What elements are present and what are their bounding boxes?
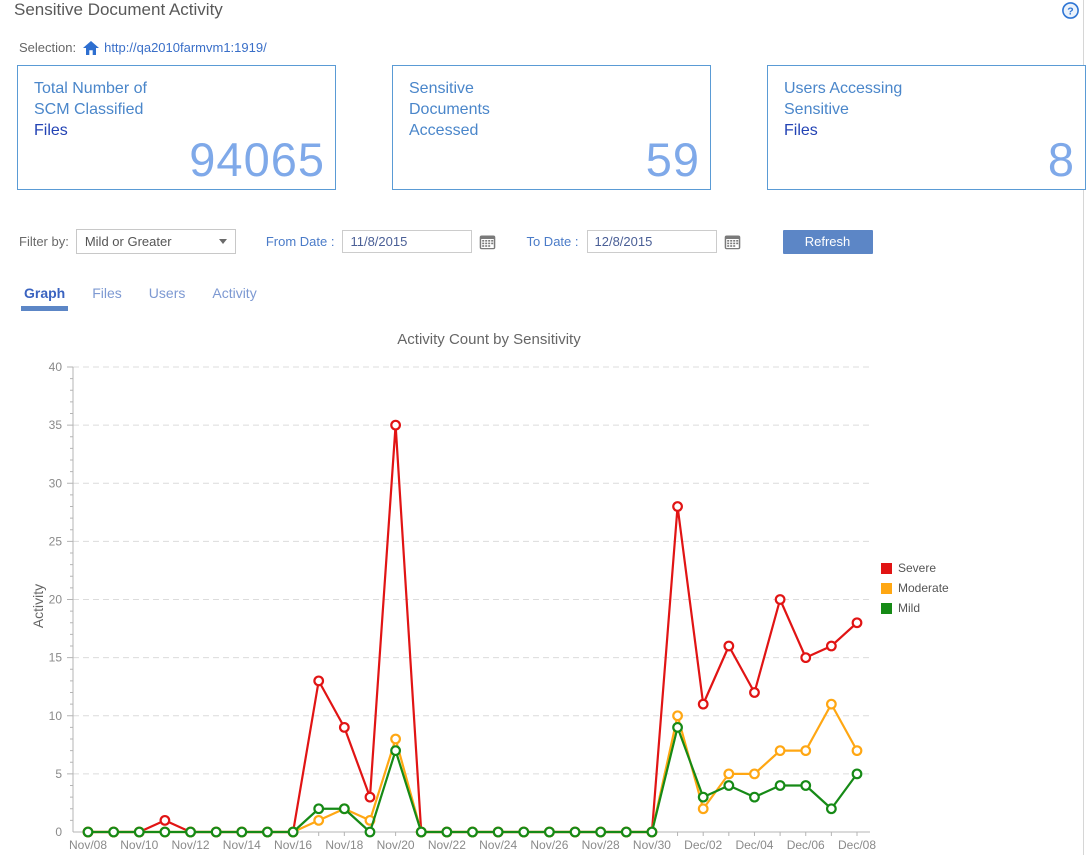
svg-text:Nov/30: Nov/30	[633, 838, 671, 852]
legend-item-moderate: Moderate	[881, 581, 949, 595]
tab-activity[interactable]: Activity	[212, 285, 257, 301]
svg-text:20: 20	[49, 593, 63, 607]
svg-text:15: 15	[49, 651, 63, 665]
filter-by-label: Filter by:	[19, 234, 69, 249]
svg-text:5: 5	[55, 767, 62, 781]
card-total-scm-classified-files: Total Number of SCM Classified Files 940…	[17, 65, 336, 190]
svg-text:Nov/14: Nov/14	[223, 838, 261, 852]
card-sensitive-documents-accessed: Sensitive Documents Accessed 59	[392, 65, 711, 190]
svg-text:10: 10	[49, 709, 63, 723]
legend-swatch-moderate	[881, 582, 892, 594]
card-label-line: Total Number of	[34, 80, 147, 97]
card-label-line: Sensitive	[409, 80, 474, 97]
card-label: Sensitive Documents Accessed	[393, 66, 710, 141]
selection-url-link[interactable]: http://qa2010farmvm1:1919/	[104, 40, 267, 55]
tab-bar: Graph Files Users Activity	[20, 285, 284, 311]
tab-graph[interactable]: Graph	[20, 285, 69, 311]
legend-swatch-severe	[881, 562, 892, 574]
tab-users[interactable]: Users	[148, 285, 186, 301]
from-date-input[interactable]	[342, 230, 473, 253]
to-date-label: To Date :	[526, 234, 579, 249]
svg-text:Nov/12: Nov/12	[172, 838, 210, 852]
help-icon[interactable]: ?	[1062, 2, 1079, 19]
chart-legend: Severe Moderate Mild	[881, 561, 949, 621]
selection-bar: Selection: http://qa2010farmvm1:1919/	[19, 40, 267, 55]
svg-text:Nov/28: Nov/28	[582, 838, 620, 852]
card-label-line: Documents	[409, 101, 490, 118]
sensitivity-filter-value: Mild or Greater	[84, 234, 172, 249]
svg-text:Dec/02: Dec/02	[684, 838, 722, 852]
filter-bar: Filter by: Mild or Greater From Date : T…	[19, 229, 873, 254]
refresh-button[interactable]: Refresh	[782, 229, 873, 254]
legend-label: Mild	[898, 601, 921, 615]
svg-text:Nov/22: Nov/22	[428, 838, 466, 852]
svg-text:30: 30	[49, 476, 63, 490]
selection-label: Selection:	[19, 40, 77, 55]
home-icon	[83, 40, 100, 55]
svg-text:Dec/04: Dec/04	[735, 838, 773, 852]
svg-text:Nov/24: Nov/24	[479, 838, 517, 852]
legend-label: Severe	[898, 561, 937, 575]
card-value: 59	[645, 133, 700, 186]
legend-label: Moderate	[898, 581, 949, 595]
card-label-line: Users Accessing	[784, 80, 903, 97]
svg-text:Nov/20: Nov/20	[377, 838, 415, 852]
legend-item-severe: Severe	[881, 561, 949, 575]
from-date-label: From Date :	[265, 234, 335, 249]
card-label-line: SCM Classified	[34, 101, 144, 118]
svg-text:?: ?	[1067, 5, 1073, 17]
summary-cards: Total Number of SCM Classified Files 940…	[17, 65, 1086, 190]
card-label: Total Number of SCM Classified Files	[18, 66, 335, 141]
svg-text:25: 25	[49, 534, 63, 548]
svg-text:Nov/26: Nov/26	[530, 838, 568, 852]
card-value: 8	[1047, 133, 1075, 186]
y-axis-label: Activity	[30, 583, 47, 629]
calendar-icon[interactable]	[724, 234, 741, 250]
card-value: 94065	[189, 133, 325, 186]
card-label-line: Files	[784, 122, 818, 139]
tab-files[interactable]: Files	[92, 285, 122, 301]
svg-text:35: 35	[49, 418, 63, 432]
to-date-input[interactable]	[586, 230, 717, 253]
legend-swatch-mild	[881, 602, 892, 614]
card-label-line: Files	[34, 122, 68, 139]
card-users-accessing-sensitive-files: Users Accessing Sensitive Files 8	[767, 65, 1086, 190]
window-right-edge	[1083, 0, 1084, 855]
legend-item-mild: Mild	[881, 601, 949, 615]
page-title: Sensitive Document Activity	[14, 0, 223, 19]
svg-text:Nov/18: Nov/18	[325, 838, 363, 852]
calendar-icon[interactable]	[479, 234, 496, 250]
svg-text:Nov/16: Nov/16	[274, 838, 312, 852]
svg-text:Dec/08: Dec/08	[838, 838, 876, 852]
svg-text:Dec/06: Dec/06	[787, 838, 825, 852]
svg-text:0: 0	[55, 825, 62, 839]
svg-text:Nov/10: Nov/10	[120, 838, 158, 852]
card-label-line: Sensitive	[784, 101, 849, 118]
card-label: Users Accessing Sensitive Files	[768, 66, 1085, 141]
svg-text:Nov/08: Nov/08	[69, 838, 107, 852]
chevron-down-icon	[218, 239, 227, 244]
chart-title: Activity Count by Sensitivity	[397, 331, 581, 348]
sensitivity-filter-select[interactable]: Mild or Greater	[75, 229, 236, 254]
card-label-line: Accessed	[409, 122, 479, 139]
svg-text:40: 40	[49, 360, 63, 374]
